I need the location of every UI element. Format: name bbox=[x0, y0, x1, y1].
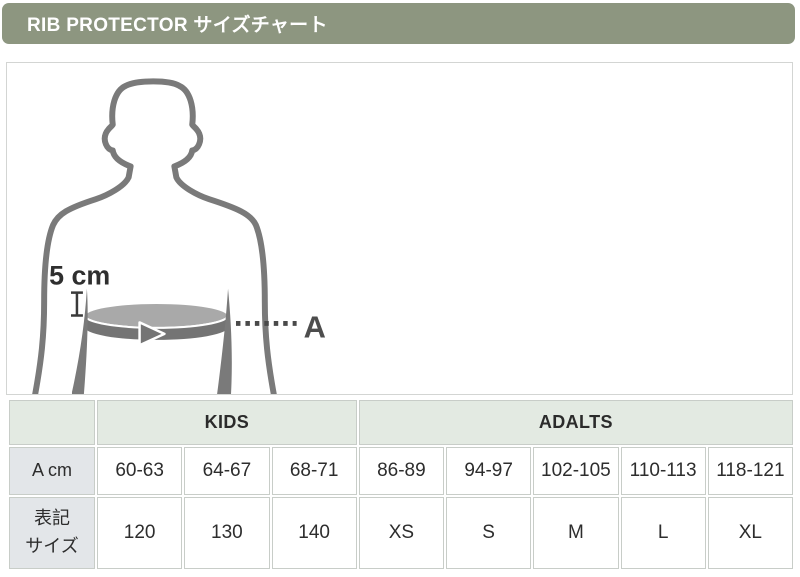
page-title: RIB PROTECTOR サイズチャート bbox=[27, 15, 328, 36]
group-header-row: KIDS ADALTS bbox=[9, 400, 793, 445]
cell-a-cm-3: 68-71 bbox=[271, 447, 357, 495]
offset-label: 5 cm bbox=[49, 261, 110, 291]
cell-size-2: 130 bbox=[184, 497, 270, 569]
cell-size-3: 140 bbox=[271, 497, 357, 569]
right-armpit-line bbox=[217, 288, 232, 394]
group-header-kids: KIDS bbox=[97, 400, 357, 445]
cell-a-cm-1: 60-63 bbox=[97, 447, 183, 495]
cell-a-cm-7: 110-113 bbox=[620, 447, 706, 495]
cell-size-5: S bbox=[446, 497, 532, 569]
offset-bracket-icon bbox=[70, 291, 83, 317]
cell-size-6: M bbox=[533, 497, 619, 569]
cell-size-4: XS bbox=[358, 497, 444, 569]
left-armpit-line bbox=[71, 288, 88, 394]
row-a-cm: A cm 60-63 64-67 68-71 86-89 94-97 102-1… bbox=[9, 447, 793, 495]
size-chart-table: KIDS ADALTS A cm 60-63 64-67 68-71 86-89… bbox=[7, 398, 795, 571]
cell-a-cm-2: 64-67 bbox=[184, 447, 270, 495]
cell-a-cm-4: 86-89 bbox=[358, 447, 444, 495]
torso-measurement-diagram: 5 cm A bbox=[32, 78, 326, 394]
cell-size-1: 120 bbox=[97, 497, 183, 569]
cell-size-8: XL bbox=[707, 497, 793, 569]
cell-a-cm-6: 102-105 bbox=[533, 447, 619, 495]
cell-a-cm-8: 118-121 bbox=[707, 447, 793, 495]
corner-cell bbox=[9, 400, 95, 445]
cell-a-cm-5: 94-97 bbox=[446, 447, 532, 495]
row-header-a-cm: A cm bbox=[9, 447, 95, 495]
measure-a-label: A bbox=[304, 309, 326, 344]
cell-size-7: L bbox=[620, 497, 706, 569]
torso-outline bbox=[32, 78, 277, 394]
group-header-adalts: ADALTS bbox=[358, 400, 793, 445]
measuring-band-icon bbox=[83, 302, 230, 347]
title-bar: RIB PROTECTOR サイズチャート bbox=[2, 3, 795, 44]
measurement-diagram-panel: 5 cm A bbox=[6, 62, 793, 395]
row-label-size: 表記 サイズ 120 130 140 XS S M L XL bbox=[9, 497, 793, 569]
row-header-label-size: 表記 サイズ bbox=[9, 497, 95, 569]
